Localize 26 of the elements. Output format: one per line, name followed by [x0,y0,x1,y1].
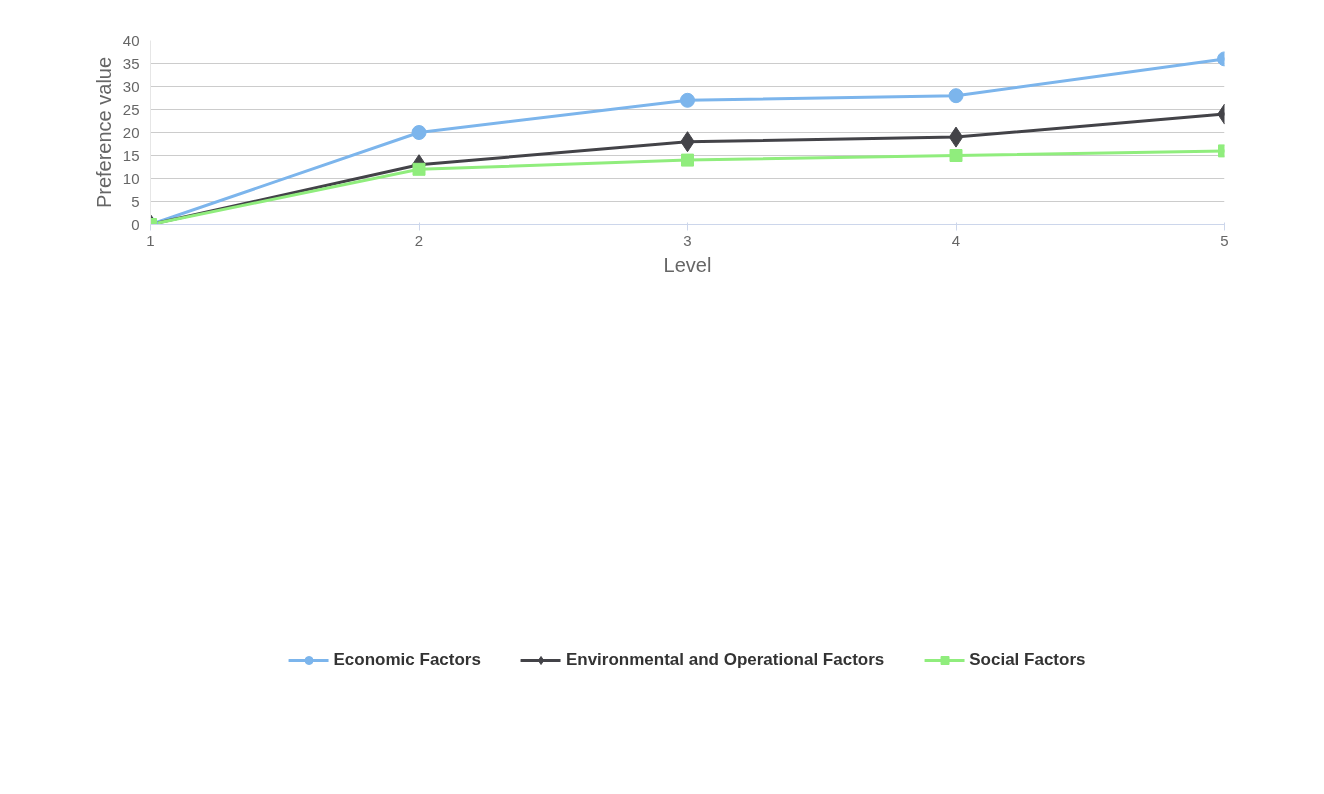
y-tick-label: 10 [122,169,140,187]
point [412,162,426,176]
point [948,126,964,148]
y-tick-label: 35 [122,54,140,72]
x-tick-label: 3 [683,231,692,249]
y-tick-label: 0 [131,215,140,233]
point [681,153,694,167]
point [680,92,695,108]
y-tick-label: 5 [131,192,140,210]
x-tick-label: 2 [414,231,424,249]
x-axis-title: Level [663,253,712,276]
point [411,125,427,140]
x-tick-label: 5 [1220,231,1229,249]
x-tick-label: 1 [146,231,155,249]
legend-label: Social Factors [969,650,1086,670]
y-axis-title: Preference value [92,56,115,209]
y-tick-label: 25 [122,100,140,118]
x-tick-label: 4 [951,231,961,249]
y-tick-label: 40 [122,31,140,49]
point [949,149,963,162]
y-tick-label: 20 [122,123,140,141]
y-tick-label: 15 [122,146,140,164]
y-tick-label: 30 [122,77,140,95]
point [948,88,964,104]
legend-label: Economic Factors [333,650,481,670]
legend-label: Environmental and Operational Factors [565,650,885,670]
